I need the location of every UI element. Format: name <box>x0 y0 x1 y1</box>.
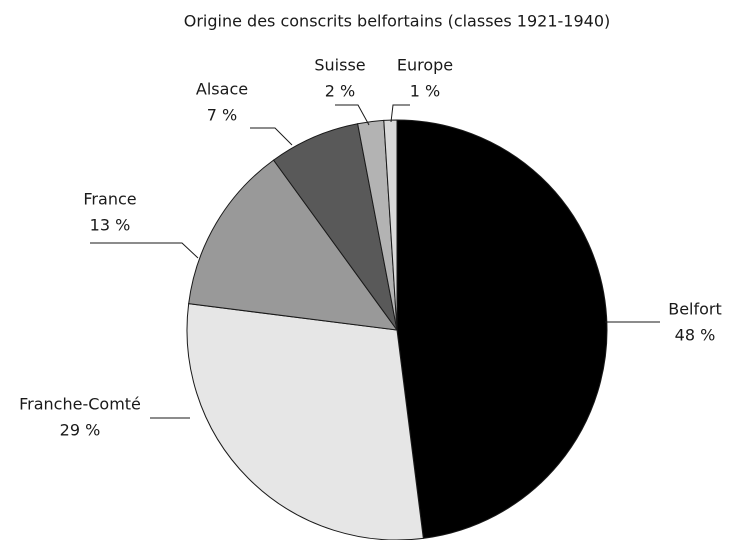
slice-label: Alsace <box>196 80 248 99</box>
slice-label: Suisse <box>314 56 365 75</box>
pie-slice <box>188 159 399 331</box>
leader-line <box>90 242 199 259</box>
slice-label: Belfort <box>668 300 722 319</box>
pie-slice <box>396 119 608 539</box>
slice-value-label: 29 % <box>60 421 101 440</box>
slice-value-label: 2 % <box>325 82 355 101</box>
slice-value-label: 7 % <box>207 106 237 125</box>
pie-slice <box>186 303 424 540</box>
slice-label: Europe <box>397 56 453 75</box>
slice-value-label: 13 % <box>90 216 131 235</box>
slice-label: Franche-Comté <box>19 395 141 414</box>
pie-slice <box>383 119 398 331</box>
leader-line <box>335 104 370 126</box>
leader-line <box>250 127 293 146</box>
slice-value-label: 1 % <box>410 82 440 101</box>
chart-title: Origine des conscrits belfortains (class… <box>184 12 611 31</box>
slice-label: France <box>83 190 136 209</box>
slice-value-label: 48 % <box>675 326 716 345</box>
leader-line <box>390 104 410 123</box>
